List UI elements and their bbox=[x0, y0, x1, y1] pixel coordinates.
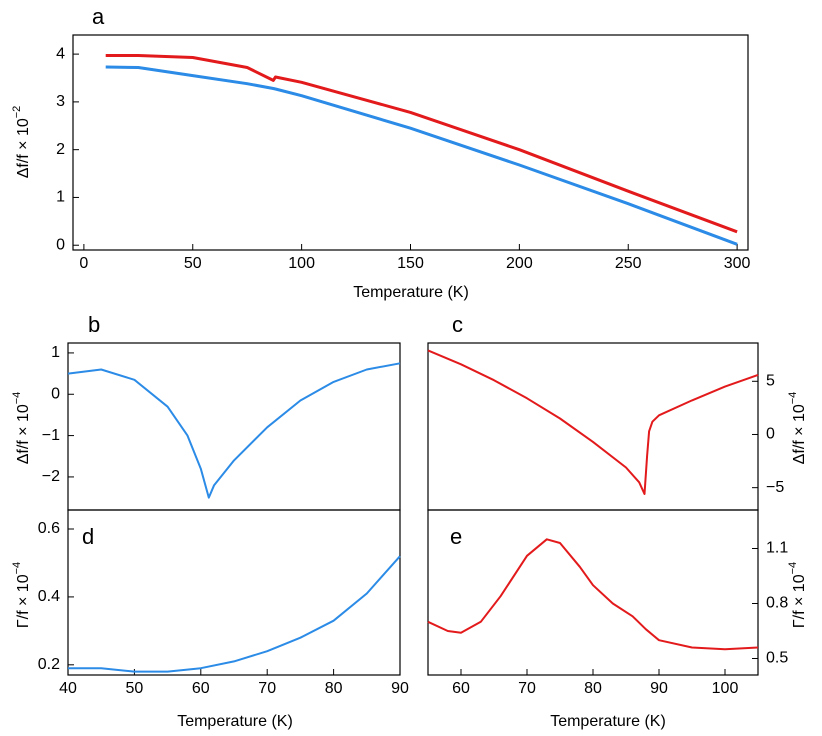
data-line bbox=[427, 538, 759, 651]
x-tick-label: 250 bbox=[615, 255, 642, 272]
plot-frame bbox=[427, 342, 759, 511]
y-tick-label: −5 bbox=[766, 479, 784, 496]
x-axis-label: Temperature (K) bbox=[353, 284, 469, 301]
y-tick-label: 1 bbox=[56, 189, 65, 206]
y-tick-label: 0.8 bbox=[766, 595, 788, 612]
y-tick-label: 0.6 bbox=[38, 520, 60, 537]
y-axis-label-exponent: −4 bbox=[787, 392, 799, 405]
y-axis-label: Δf/f × 10−4 bbox=[11, 392, 32, 465]
x-tick-label: 80 bbox=[325, 680, 343, 697]
data-line bbox=[68, 555, 401, 673]
data-line bbox=[427, 349, 759, 495]
x-tick-label: 70 bbox=[518, 680, 536, 697]
plot-frame bbox=[72, 34, 749, 251]
x-tick-label: 90 bbox=[650, 680, 668, 697]
panel-label: e bbox=[450, 524, 462, 549]
data-line bbox=[105, 65, 738, 246]
y-tick-label: 4 bbox=[56, 45, 65, 62]
y-axis-label-text: Δf/f × 10 bbox=[15, 118, 32, 178]
plot-frame bbox=[67, 509, 401, 676]
plot-frame bbox=[427, 509, 759, 676]
y-tick-label: −2 bbox=[42, 468, 60, 485]
x-axis-label: Temperature (K) bbox=[550, 713, 666, 730]
y-axis-label: Γ/f × 10−4 bbox=[787, 562, 808, 628]
x-tick-label: 50 bbox=[126, 680, 144, 697]
y-axis-label-exponent: −4 bbox=[11, 562, 23, 575]
x-tick-label: 50 bbox=[184, 255, 202, 272]
x-tick-label: 300 bbox=[724, 255, 751, 272]
y-axis-label-text: Γ/f × 10 bbox=[791, 574, 808, 628]
y-tick-label: 0 bbox=[766, 426, 775, 443]
x-tick-label: 0 bbox=[79, 255, 88, 272]
x-tick-label: 100 bbox=[712, 680, 739, 697]
x-tick-label: 60 bbox=[452, 680, 470, 697]
panel-label: b bbox=[88, 312, 100, 337]
y-tick-label: 5 bbox=[766, 373, 775, 390]
y-axis-label: Δf/f × 10−4 bbox=[787, 392, 808, 465]
y-axis-label: Γ/f × 10−4 bbox=[11, 562, 32, 628]
data-line bbox=[105, 54, 738, 234]
y-tick-label: 3 bbox=[56, 93, 65, 110]
y-axis-label: Δf/f × 10−2 bbox=[11, 106, 32, 179]
panel-label: c bbox=[452, 312, 463, 337]
x-tick-label: 60 bbox=[192, 680, 210, 697]
x-tick-label: 150 bbox=[397, 255, 424, 272]
y-tick-label: 1 bbox=[51, 344, 60, 361]
y-tick-label: 0.2 bbox=[38, 656, 60, 673]
x-tick-label: 100 bbox=[288, 255, 315, 272]
y-tick-label: −1 bbox=[42, 427, 60, 444]
y-tick-label: 0 bbox=[56, 236, 65, 253]
y-tick-label: 0.4 bbox=[38, 588, 60, 605]
y-tick-label: 1.1 bbox=[766, 540, 788, 557]
x-tick-label: 40 bbox=[59, 680, 77, 697]
panel-label: d bbox=[82, 524, 94, 549]
panel-label: a bbox=[92, 4, 105, 29]
x-axis-label: Temperature (K) bbox=[177, 713, 293, 730]
y-axis-label-text: Δf/f × 10 bbox=[791, 404, 808, 464]
y-axis-label-text: Γ/f × 10 bbox=[15, 574, 32, 628]
x-tick-label: 200 bbox=[506, 255, 533, 272]
y-tick-label: 0.5 bbox=[766, 650, 788, 667]
y-tick-label: 0 bbox=[51, 385, 60, 402]
y-tick-label: 2 bbox=[56, 141, 65, 158]
y-axis-label-text: Δf/f × 10 bbox=[15, 404, 32, 464]
y-axis-label-exponent: −4 bbox=[11, 392, 23, 405]
plot-frame bbox=[67, 342, 401, 511]
x-tick-label: 70 bbox=[258, 680, 276, 697]
data-line bbox=[67, 362, 401, 499]
x-tick-label: 80 bbox=[584, 680, 602, 697]
y-axis-label-exponent: −2 bbox=[11, 106, 23, 119]
y-axis-label-exponent: −4 bbox=[787, 562, 799, 575]
x-tick-label: 90 bbox=[391, 680, 409, 697]
